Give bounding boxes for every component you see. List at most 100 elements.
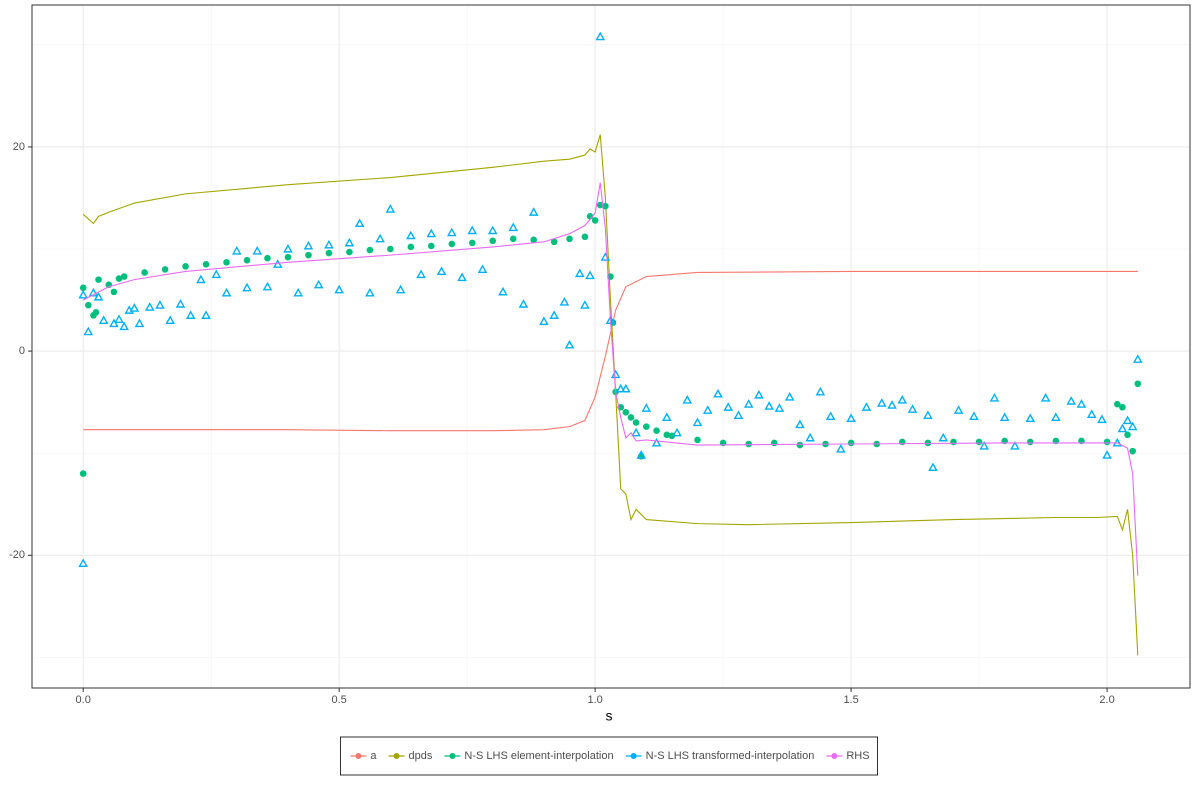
point — [313, 279, 324, 289]
point — [477, 264, 488, 274]
point — [284, 253, 292, 261]
point — [182, 263, 189, 270]
point — [262, 281, 273, 291]
point — [999, 412, 1010, 422]
point — [344, 237, 355, 247]
point — [528, 207, 539, 216]
series-line — [82, 182, 1139, 576]
point — [1117, 423, 1128, 433]
point — [564, 339, 575, 349]
point — [1025, 413, 1036, 423]
point — [861, 402, 872, 411]
point — [702, 405, 713, 414]
point — [88, 287, 99, 297]
legend-item: dpds — [388, 750, 433, 762]
legend-key-point — [831, 753, 838, 759]
point — [85, 301, 92, 309]
legend-label: a — [370, 750, 377, 762]
point — [846, 413, 856, 423]
point — [334, 284, 344, 294]
point — [733, 410, 744, 419]
point — [662, 412, 672, 422]
point — [416, 269, 426, 279]
y-tick-label: 0 — [19, 345, 25, 357]
point — [1076, 399, 1087, 408]
point — [938, 432, 949, 442]
point — [120, 273, 128, 280]
x-tick-label: 1.5 — [843, 694, 858, 706]
point — [155, 300, 165, 309]
point — [795, 419, 805, 429]
legend-item: RHS — [826, 750, 870, 762]
x-tick-label: 2.0 — [1099, 694, 1114, 706]
point — [907, 404, 918, 413]
point — [743, 399, 754, 408]
point — [446, 227, 457, 237]
point — [663, 431, 671, 439]
point — [723, 402, 734, 411]
point — [745, 440, 753, 448]
point — [448, 240, 456, 248]
point — [95, 276, 102, 283]
point — [201, 310, 211, 319]
point — [847, 439, 855, 447]
point — [1102, 450, 1112, 459]
point — [144, 302, 155, 311]
legend-key-point — [449, 753, 456, 759]
legend-item: a — [350, 750, 377, 762]
point — [1119, 403, 1126, 411]
point — [211, 269, 222, 279]
point — [1086, 409, 1097, 418]
point — [796, 441, 804, 449]
point — [165, 315, 176, 325]
point — [989, 393, 1000, 402]
y-tick-label: 20 — [13, 141, 25, 153]
point — [969, 411, 979, 421]
legend: a dpds N-S LHS element-interpolation N-S LH… — [350, 750, 870, 762]
point — [643, 423, 650, 430]
point — [78, 558, 88, 568]
point — [550, 238, 558, 246]
point — [692, 417, 703, 427]
point — [607, 273, 614, 280]
point — [615, 383, 626, 393]
point — [325, 249, 333, 257]
point — [129, 303, 140, 312]
point — [395, 284, 406, 294]
point — [1124, 431, 1131, 439]
point — [293, 287, 303, 297]
point — [631, 427, 641, 437]
x-tick-label: 1.0 — [587, 694, 602, 706]
point — [1026, 438, 1034, 446]
point — [877, 398, 887, 407]
legend-item: N-S LHS transformed-interpolation — [625, 750, 814, 762]
point — [109, 318, 119, 328]
point — [574, 268, 585, 278]
point — [549, 310, 559, 319]
point — [243, 256, 251, 264]
point — [202, 261, 210, 268]
point — [928, 462, 938, 472]
point — [682, 395, 693, 404]
point — [428, 242, 435, 250]
point — [134, 318, 145, 328]
point — [1132, 354, 1143, 363]
legend-key-point — [355, 753, 362, 759]
point — [771, 439, 778, 447]
point — [754, 389, 764, 399]
plot-border — [31, 4, 1191, 689]
point — [784, 391, 795, 401]
point — [387, 245, 394, 253]
legend-key-point — [630, 753, 637, 759]
legend-box — [340, 736, 878, 776]
point — [672, 427, 682, 437]
point — [1010, 440, 1020, 450]
point — [119, 321, 129, 331]
y-tick-label: -20 — [9, 549, 25, 561]
point — [1040, 393, 1051, 402]
point — [1134, 380, 1142, 388]
point — [805, 432, 815, 442]
point — [498, 286, 508, 296]
point — [713, 388, 723, 398]
